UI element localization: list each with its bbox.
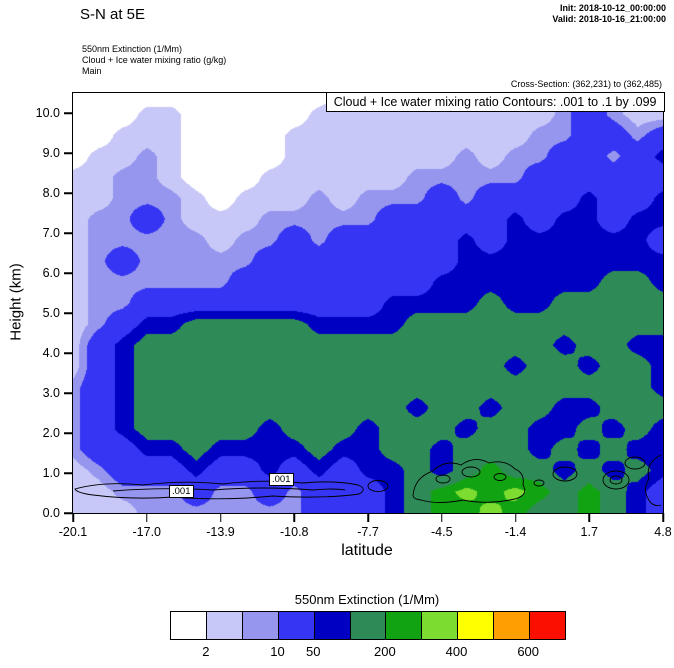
colorbar-swatch xyxy=(313,612,350,639)
y-tick-label: 2.0 xyxy=(42,426,60,440)
y-tick-mark xyxy=(63,192,72,194)
colorbar-tick-label: 10 xyxy=(270,644,285,659)
x-tick-mark xyxy=(514,513,517,522)
colorbar-tick-label: 400 xyxy=(445,644,468,659)
x-tick-mark xyxy=(662,513,664,522)
contour-line xyxy=(435,474,451,484)
x-tick-mark xyxy=(146,513,148,522)
extinction-heatmap-canvas xyxy=(73,93,663,513)
contour-label-001: .001 xyxy=(269,473,294,486)
colorbar-swatch xyxy=(457,612,494,639)
y-tick-mark xyxy=(63,232,72,234)
plot-area: Cloud + Ice water mixing ratio Contours:… xyxy=(36,91,672,539)
y-tick-label: 3.0 xyxy=(42,386,60,400)
colorbar-swatch xyxy=(171,612,206,639)
valid-time: Valid: 2018-10-16_21:00:00 xyxy=(552,14,666,24)
contour-line xyxy=(552,466,578,482)
x-tick-mark xyxy=(441,513,443,522)
y-tick-mark xyxy=(63,272,72,274)
y-tick-mark xyxy=(63,512,72,514)
y-tick-mark xyxy=(63,112,72,114)
y-tick-mark xyxy=(63,352,72,354)
field-mixing-ratio: Cloud + Ice water mixing ratio (g/kg) xyxy=(82,55,227,65)
y-tick-label: 7.0 xyxy=(42,226,60,240)
x-tick-mark xyxy=(219,513,222,522)
mixing-ratio-contour-lines xyxy=(74,454,662,507)
colorbar-swatch xyxy=(385,612,422,639)
y-tick-mark xyxy=(63,152,72,154)
contour-line xyxy=(645,454,662,507)
x-tick-mark xyxy=(588,513,590,522)
x-tick-label: -1.4 xyxy=(504,525,527,539)
field-domain: Main xyxy=(82,66,102,76)
contour-line xyxy=(461,466,481,478)
contour-line xyxy=(112,487,346,492)
y-tick-mark xyxy=(63,392,72,394)
y-tick-label: 6.0 xyxy=(42,266,60,280)
x-tick-label: -17.0 xyxy=(132,525,162,539)
contour-line xyxy=(367,480,389,492)
x-tick-label: 1.7 xyxy=(580,525,598,539)
colorbar-title: 550nm Extinction (1/Mm) xyxy=(294,592,440,607)
y-tick-label: 1.0 xyxy=(42,466,60,480)
colorbar-swatch xyxy=(421,612,458,639)
y-tick-mark xyxy=(63,432,72,434)
init-time: Init: 2018-10-12_00:00:00 xyxy=(559,3,666,13)
y-tick-label: 0.0 xyxy=(42,506,60,520)
y-tick-mark xyxy=(63,312,72,314)
x-tick-mark xyxy=(72,513,74,522)
cross-section-coords: Cross-Section: (362,231) to (362,485) xyxy=(510,79,662,89)
contour-line xyxy=(602,470,630,490)
colorbar-tick-label: 200 xyxy=(374,644,396,659)
contour-line xyxy=(609,475,623,485)
colorbar-swatch xyxy=(349,612,386,639)
colorbar-swatch xyxy=(493,612,530,639)
x-tick-label: 4.8 xyxy=(654,525,672,539)
y-tick-label: 5.0 xyxy=(42,306,60,320)
colorbar-swatch xyxy=(241,612,278,639)
x-tick-label: -4.5 xyxy=(430,525,453,539)
x-tick-label: -13.9 xyxy=(206,525,235,539)
contour-line xyxy=(412,459,526,503)
page-title: S-N at 5E xyxy=(80,6,146,23)
colorbar-tick-labels: 2 10 50 200 400 600 xyxy=(170,644,564,660)
colorbar-swatch xyxy=(277,612,314,639)
y-tick-label: 9.0 xyxy=(42,146,60,160)
x-tick-mark xyxy=(293,513,295,522)
y-tick-label: 4.0 xyxy=(42,346,60,360)
x-tick-mark xyxy=(367,513,369,522)
contour-label-001: .001 xyxy=(169,485,194,498)
colorbar xyxy=(170,611,566,640)
contour-line xyxy=(74,480,364,500)
contour-line xyxy=(533,479,545,487)
init-valid-block: Init: 2018-10-12_00:00:00 Valid: 2018-10… xyxy=(552,3,666,25)
contour-info-box: Cloud + Ice water mixing ratio Contours:… xyxy=(325,91,665,112)
field-list: 550nm Extinction (1/Mm) Cloud + Ice wate… xyxy=(82,44,226,77)
x-tick-label: -7.7 xyxy=(357,525,379,539)
x-tick-label: -20.1 xyxy=(58,525,88,539)
x-axis-title: latitude xyxy=(341,542,393,559)
colorbar-tick-label: 600 xyxy=(517,644,540,659)
y-axis-title: Height (km) xyxy=(7,263,25,341)
contour-line xyxy=(624,456,646,470)
colorbar-swatch xyxy=(205,612,242,639)
colorbar-tick-label: 2 xyxy=(202,644,210,659)
colorbar-swatch xyxy=(529,612,565,639)
x-tick-label: -10.8 xyxy=(280,525,309,539)
y-tick-mark xyxy=(63,472,72,474)
colorbar-tick-label: 50 xyxy=(306,644,321,659)
contour-line xyxy=(493,473,507,481)
y-tick-label: 8.0 xyxy=(42,186,60,200)
y-tick-label: 10.0 xyxy=(35,106,60,120)
field-extinction: 550nm Extinction (1/Mm) xyxy=(82,44,183,54)
